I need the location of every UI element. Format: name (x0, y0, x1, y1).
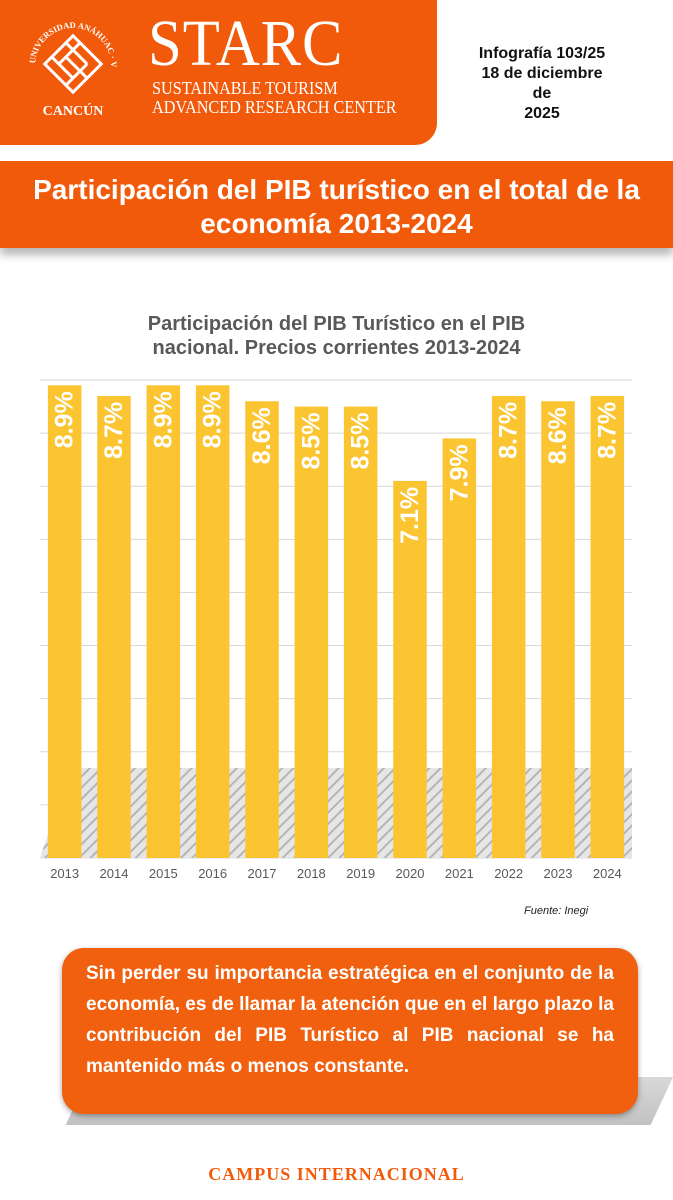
x-tick-2013: 2013 (50, 866, 79, 881)
banner-title: Participación del PIB turístico en el to… (10, 173, 663, 241)
banner-title-line-2: economía 2013-2024 (200, 208, 473, 239)
bar-label-2019: 8.5% (347, 413, 375, 470)
source-note: Fuente: Inegi (524, 905, 589, 917)
bar-2013 (47, 385, 82, 858)
header-box: UNIVERSIDAD ANÁHUAC · VINCE IN BONO MALU… (0, 0, 437, 145)
x-tick-2023: 2023 (544, 866, 573, 881)
x-tick-2017: 2017 (248, 866, 277, 881)
x-tick-2016: 2016 (198, 866, 227, 881)
bar-2024 (590, 395, 625, 858)
chart-title-line-1: Participación del PIB Turístico en el PI… (147, 313, 526, 335)
bar-2022 (491, 395, 526, 858)
bar-2018 (294, 406, 329, 858)
anahuac-logo: UNIVERSIDAD ANÁHUAC · VINCE IN BONO MALU… (18, 8, 119, 95)
x-tick-2019: 2019 (346, 866, 375, 881)
infographic-info: Infografía 103/25 18 de diciembre de 202… (472, 44, 612, 124)
bars (47, 385, 625, 858)
bar-label-2016: 8.9% (199, 391, 227, 448)
floor-shadow (40, 768, 632, 858)
conclusion-text: Sin perder su importancia estratégica en… (86, 963, 614, 1077)
bar-2019 (343, 406, 378, 858)
bar-label-2018: 8.5% (297, 413, 325, 470)
banner-title-line-1: Participación del PIB turístico en el to… (33, 174, 640, 205)
bar-label-2020: 7.1% (396, 487, 424, 544)
bar-2020 (393, 480, 427, 858)
logo-city: CANCÚN (42, 104, 104, 119)
infographic-date-line-2: 2025 (524, 105, 560, 122)
bar-label-2017: 8.6% (248, 407, 276, 464)
x-axis-ticks: 2013 2014 2015 2016 2017 2018 2019 2020 2021 2022… (50, 866, 622, 881)
title-banner: Participación del PIB turístico en el to… (0, 161, 673, 248)
bar-2023 (541, 401, 575, 858)
bar-labels: 8.9% 8.7% 8.9% 8.9% 8.6% 8.5% 8.5% 7.1% 7.9% 8.7%… (51, 391, 622, 544)
infographic-date-line-1: 18 de diciembre de (481, 65, 603, 102)
infographic-number: Infografía 103/25 (478, 45, 606, 62)
bar-2014 (97, 395, 131, 858)
brand-subtitle-line-2: ADVANCED RESEARCH CENTER (152, 97, 397, 117)
bar-label-2014: 8.7% (100, 402, 128, 459)
x-tick-2020: 2020 (396, 866, 425, 881)
bar-2015 (146, 385, 181, 858)
x-tick-2022: 2022 (494, 866, 523, 881)
brand-subtitle: SUSTAINABLE TOURISM ADVANCED RESEARCH CE… (152, 79, 397, 117)
bar-2017 (245, 401, 279, 858)
x-tick-2018: 2018 (297, 866, 326, 881)
x-tick-2015: 2015 (149, 866, 178, 881)
bar-label-2013: 8.9% (51, 391, 79, 448)
bar-2016 (195, 385, 230, 858)
bar-2021 (442, 438, 477, 858)
x-tick-2021: 2021 (445, 866, 474, 881)
chart-title: Participación del PIB Turístico en el PI… (60, 312, 613, 360)
campus-footer: CAMPUS INTERNACIONAL (208, 1164, 465, 1184)
x-tick-2024: 2024 (593, 866, 622, 881)
chart-title-line-2: nacional. Precios corrientes 2013-2024 (152, 337, 521, 359)
bar-chart: 8.9% 8.7% 8.9% 8.9% 8.6% 8.5% 8.5% 7.1% 7.9% 8.7%… (40, 379, 632, 881)
brand-subtitle-line-1: SUSTAINABLE TOURISM (152, 78, 338, 98)
x-tick-2014: 2014 (100, 866, 129, 881)
bar-label-2023: 8.6% (544, 407, 572, 464)
bar-label-2022: 8.7% (495, 402, 523, 459)
conclusion-box: Sin perder su importancia estratégica en… (62, 948, 638, 1114)
bar-label-2024: 8.7% (593, 402, 621, 459)
brand-name: STARC (148, 7, 344, 80)
bar-label-2021: 7.9% (445, 444, 473, 501)
bar-label-2015: 8.9% (149, 391, 177, 448)
